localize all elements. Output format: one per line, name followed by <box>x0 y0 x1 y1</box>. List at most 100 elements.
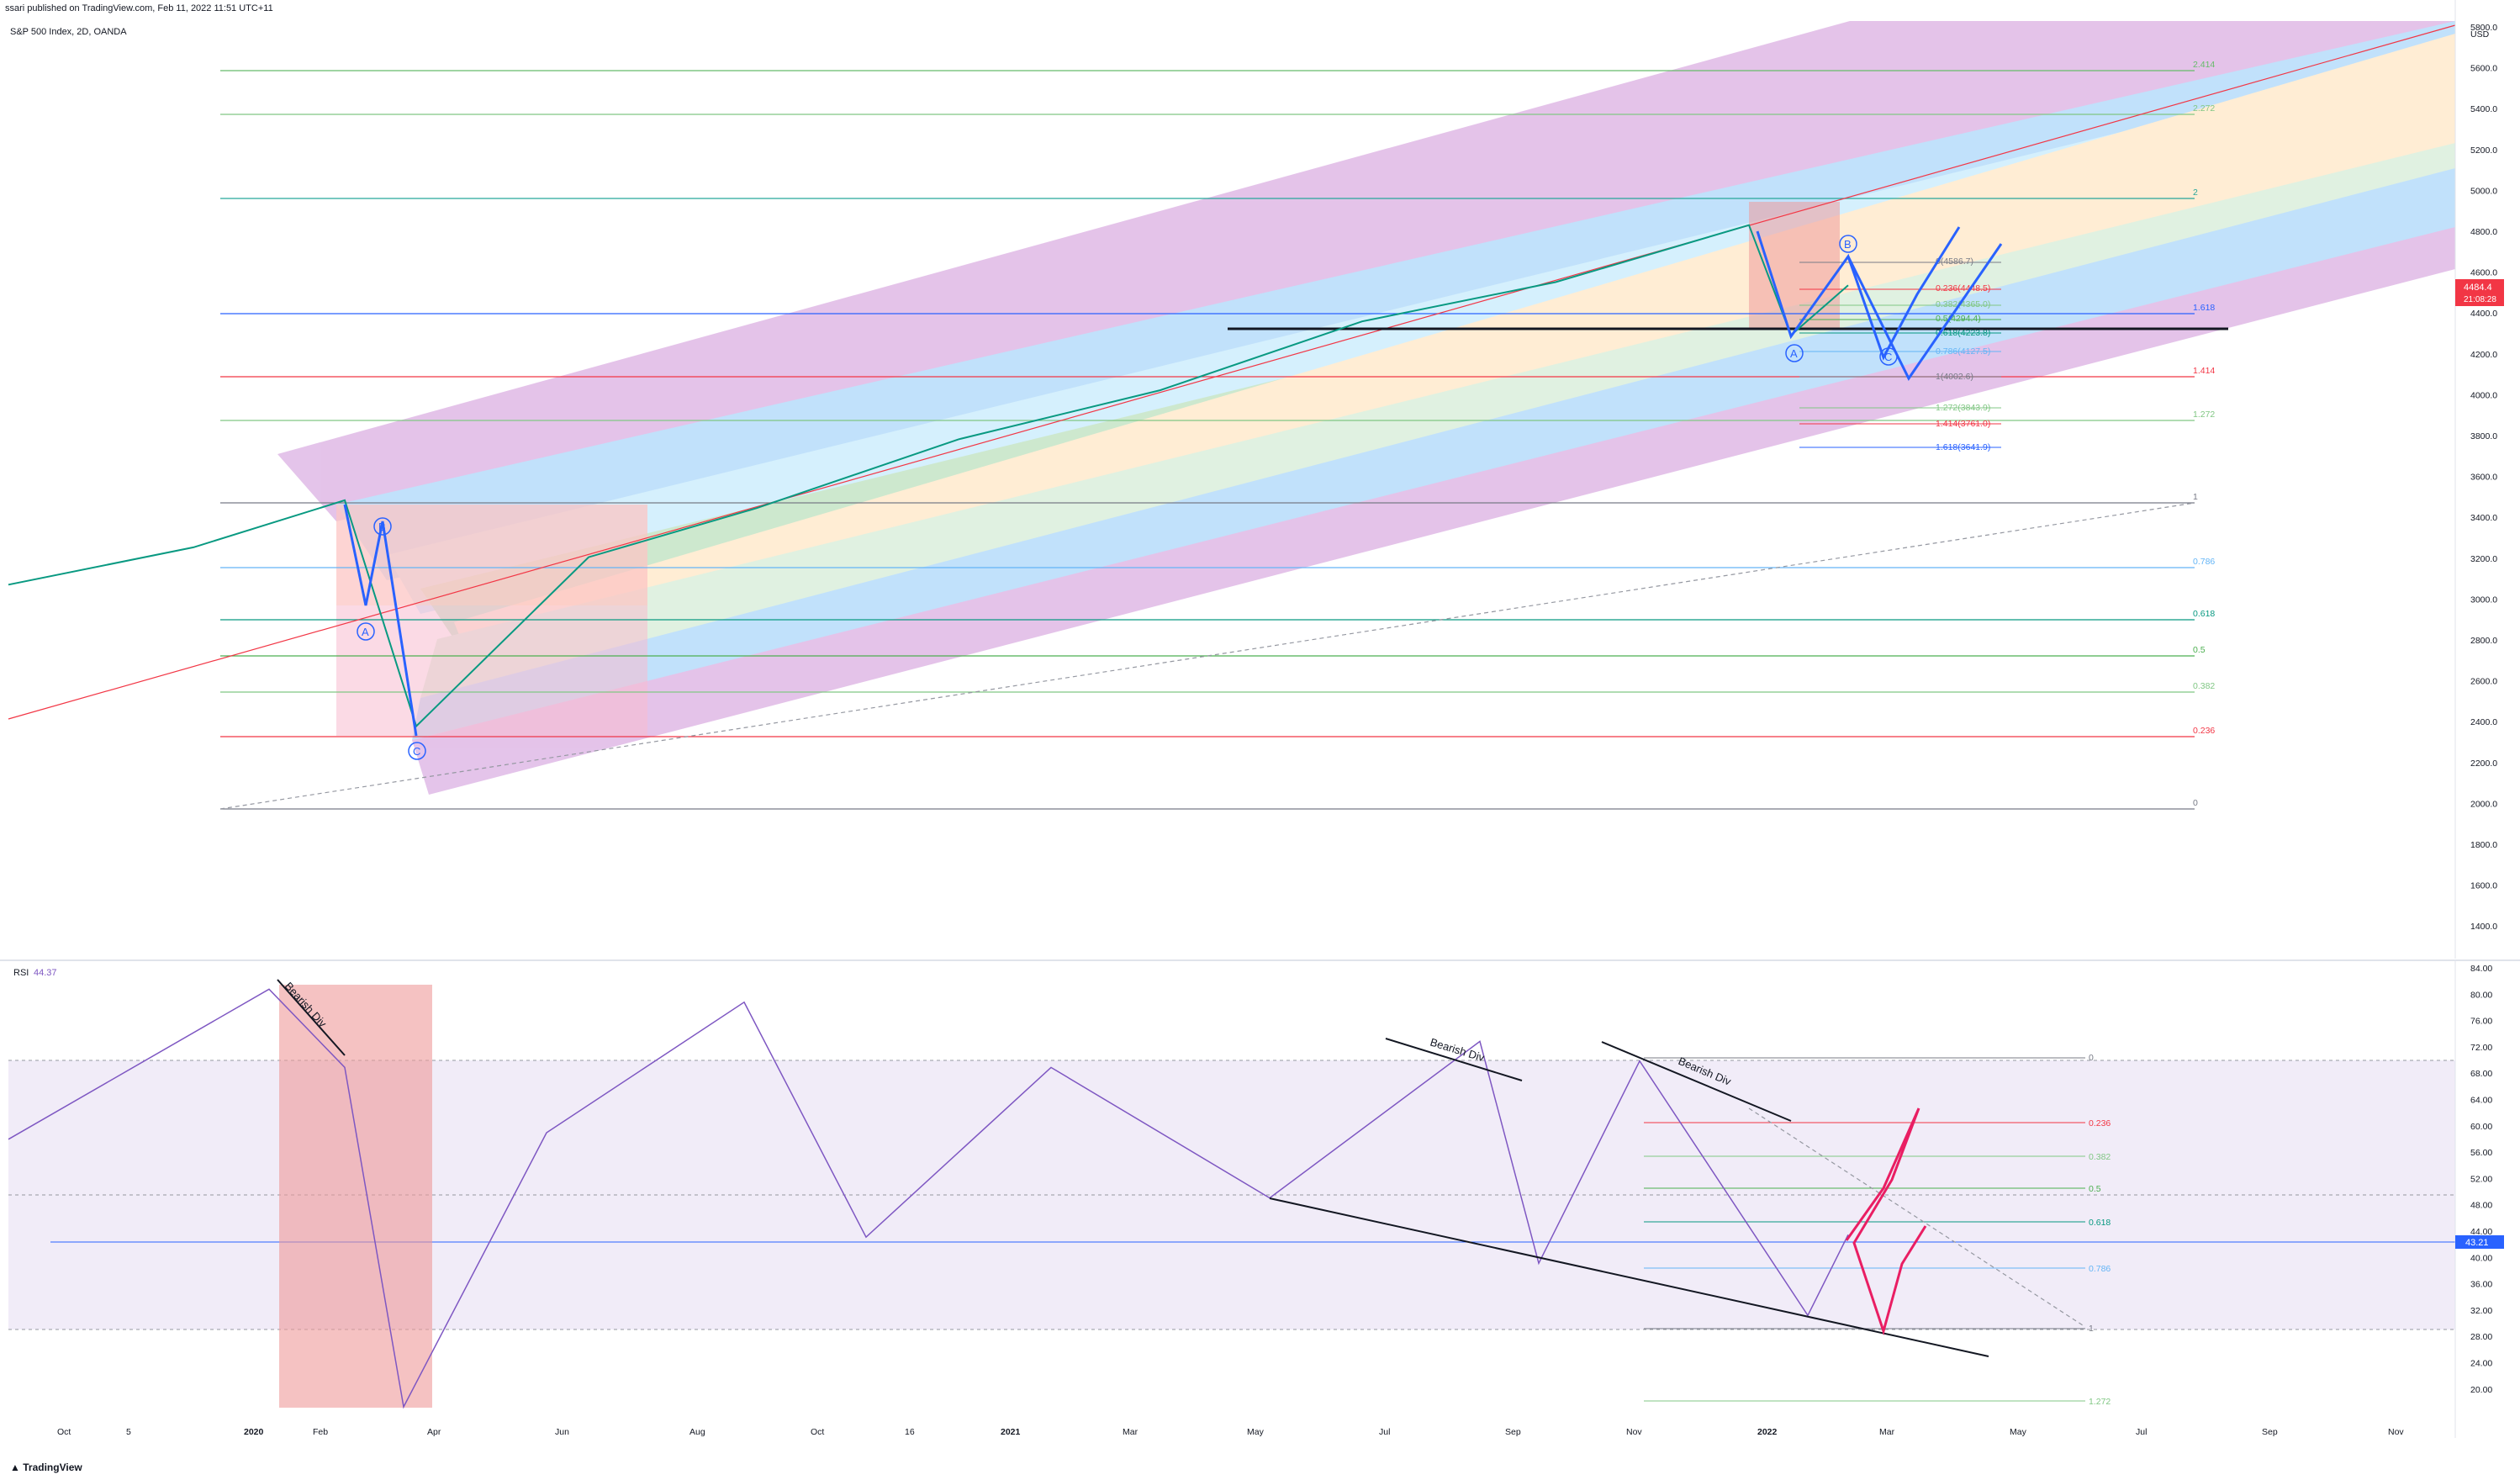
price-tick-label: 1600.0 <box>2470 881 2497 891</box>
symbol-title[interactable]: S&P 500 Index, 2D, OANDA <box>10 27 127 37</box>
time-tick-label: Jul <box>2136 1427 2147 1437</box>
time-tick-label: Mar <box>1123 1427 1138 1437</box>
price-tick-label: 2000.0 <box>2470 799 2497 809</box>
time-tick-label: 16 <box>905 1427 915 1437</box>
fib-label-0: 0 <box>2193 798 2198 808</box>
rsi-tick-label: 80.00 <box>2470 990 2492 1000</box>
rsi-fib-0786: 0.786 <box>2089 1264 2111 1274</box>
price-pane[interactable]: 2.414 2.272 2 1.618 1.414 1.272 1 0.786 … <box>0 0 2520 959</box>
retr-label-0786: 0.786(4127.5) <box>1936 346 1990 357</box>
price-tick-label: 3600.0 <box>2470 473 2497 483</box>
price-tick-label: 2600.0 <box>2470 677 2497 687</box>
price-tick-label: 4600.0 <box>2470 268 2497 278</box>
price-tick-label: 4400.0 <box>2470 309 2497 319</box>
rsi-current: 44.37 <box>34 968 57 978</box>
time-tick-label: 2022 <box>1757 1427 1778 1437</box>
rsi-tick-label: 60.00 <box>2470 1122 2492 1132</box>
price-line <box>8 224 1849 728</box>
rsi-tick-label: 44.00 <box>2470 1227 2492 1237</box>
retr-label-05: 0.5(4294.4) <box>1936 314 1981 324</box>
price-tick-label: 2200.0 <box>2470 758 2497 769</box>
time-tick-label: Jun <box>555 1427 569 1437</box>
rsi-axis[interactable]: 84.00 80.00 76.00 72.00 68.00 64.00 60.00 56.00… <box>2470 964 2492 1395</box>
rsi-tick-label: 32.00 <box>2470 1306 2492 1316</box>
rsi-fib-0236: 0.236 <box>2089 1118 2111 1128</box>
retr-label-0382: 0.382(4365.0) <box>1936 299 1990 309</box>
trend-line-dashed <box>219 502 2195 810</box>
time-tick-label: Sep <box>2262 1427 2278 1437</box>
rsi-tick-label: 64.00 <box>2470 1096 2492 1106</box>
price-tick-label: 4200.0 <box>2470 350 2497 360</box>
time-tick-label: Feb <box>313 1427 328 1437</box>
time-tick-label: May <box>2010 1427 2027 1437</box>
wave-markers: A B C A B C <box>357 235 1898 760</box>
price-tick-label: 3000.0 <box>2470 595 2497 605</box>
rsi-last-value: 43.21 <box>2465 1238 2489 1248</box>
fib-label-0786: 0.786 <box>2193 557 2215 567</box>
rsi-fib-1272: 1.272 <box>2089 1397 2111 1407</box>
fib-label-2414: 2.414 <box>2193 60 2215 70</box>
wave-c-2020: C <box>413 745 420 758</box>
tv-logo-icon: ▲ <box>10 1462 20 1473</box>
time-tick-label: Jul <box>1379 1427 1390 1437</box>
wave-b-2022: B <box>1844 238 1852 251</box>
trend-line-red <box>8 24 2456 720</box>
fib-label-1272: 1.272 <box>2193 410 2215 420</box>
rsi-tick-label: 52.00 <box>2470 1174 2492 1184</box>
price-tick-label: 5400.0 <box>2470 104 2497 114</box>
rsi-bearish-zone <box>279 985 432 1408</box>
price-axis[interactable]: 5800.0 5600.0 5400.0 5200.0 5000.0 4800.0 4600… <box>2470 23 2497 959</box>
rsi-projection-red <box>1845 1107 1927 1336</box>
fib-label-2: 2 <box>2193 188 2198 198</box>
fib-label-1618: 1.618 <box>2193 303 2215 313</box>
fib-label-0382: 0.382 <box>2193 681 2215 691</box>
band-blue-low <box>412 168 2455 740</box>
price-tick-label: 3200.0 <box>2470 554 2497 564</box>
time-axis[interactable]: Oct 5 2020 Feb Apr Jun Aug Oct 16 2021 Mar May Jul Se… <box>57 1427 2404 1437</box>
fib-label-1414: 1.414 <box>2193 366 2215 376</box>
retr-label-1414: 1.414(3761.0) <box>1936 419 1990 429</box>
time-tick-label: 5 <box>126 1427 131 1437</box>
retr-label-0618: 0.618(4223.8) <box>1936 328 1990 338</box>
rsi-tick-label: 36.00 <box>2470 1280 2492 1290</box>
rsi-tick-label: 72.00 <box>2470 1043 2492 1053</box>
price-tick-label: 3800.0 <box>2470 431 2497 441</box>
time-tick-label: 2020 <box>244 1427 264 1437</box>
currency-label: USD <box>2470 29 2490 40</box>
pane-separator[interactable] <box>0 959 2520 961</box>
rsi-fib-0618: 0.618 <box>2089 1218 2111 1228</box>
rsi-last-badge <box>2455 1235 2504 1249</box>
time-tick-label: Nov <box>2388 1427 2404 1437</box>
band-orange <box>454 34 2455 664</box>
fib-label-0236: 0.236 <box>2193 726 2215 736</box>
price-tick-label: 3400.0 <box>2470 513 2497 523</box>
rsi-title: RSI <box>13 968 29 978</box>
correction-zone-2022 <box>1749 202 1840 328</box>
rsi-tick-label: 76.00 <box>2470 1017 2492 1027</box>
rsi-pane[interactable]: 0 0.236 0.382 0.5 0.618 0.786 1 1.272 Be… <box>0 961 2520 1438</box>
rsi-tick-label: 48.00 <box>2470 1201 2492 1211</box>
band-outer-purple-low <box>412 227 2455 795</box>
price-tick-label: 5000.0 <box>2470 186 2497 196</box>
price-tick-label: 5600.0 <box>2470 64 2497 74</box>
time-tick-label: May <box>1247 1427 1265 1437</box>
fib-label-0618: 0.618 <box>2193 609 2215 619</box>
retr-label-1: 1(4002.6) <box>1936 372 1973 382</box>
abc-wave-2022-b <box>1846 243 2003 381</box>
last-price-badge <box>2455 279 2504 306</box>
support-div-line <box>1269 1197 1989 1357</box>
wave-a-2022: A <box>1790 347 1798 360</box>
price-tick-label: 5200.0 <box>2470 145 2497 156</box>
rsi-fib-1: 1 <box>2089 1324 2094 1334</box>
fib-labels-main: 2.414 2.272 2 1.618 1.414 1.272 1 0.786 … <box>2193 60 2215 808</box>
price-tick-label: 1400.0 <box>2470 922 2497 932</box>
tradingview-logo[interactable]: ▲ TradingView <box>10 1462 82 1473</box>
tv-logo-text: TradingView <box>23 1462 82 1473</box>
rsi-fib-lines: 0 0.236 0.382 0.5 0.618 0.786 1 1.272 <box>1644 1053 2111 1407</box>
wave-c-2022: C <box>1884 351 1892 363</box>
retr-label-1272: 1.272(3843.9) <box>1936 403 1990 413</box>
abc-wave-2020 <box>343 504 418 737</box>
abc-wave-2022 <box>1756 226 1961 361</box>
rsi-line <box>8 988 1849 1409</box>
time-tick-label: Sep <box>1505 1427 1521 1437</box>
